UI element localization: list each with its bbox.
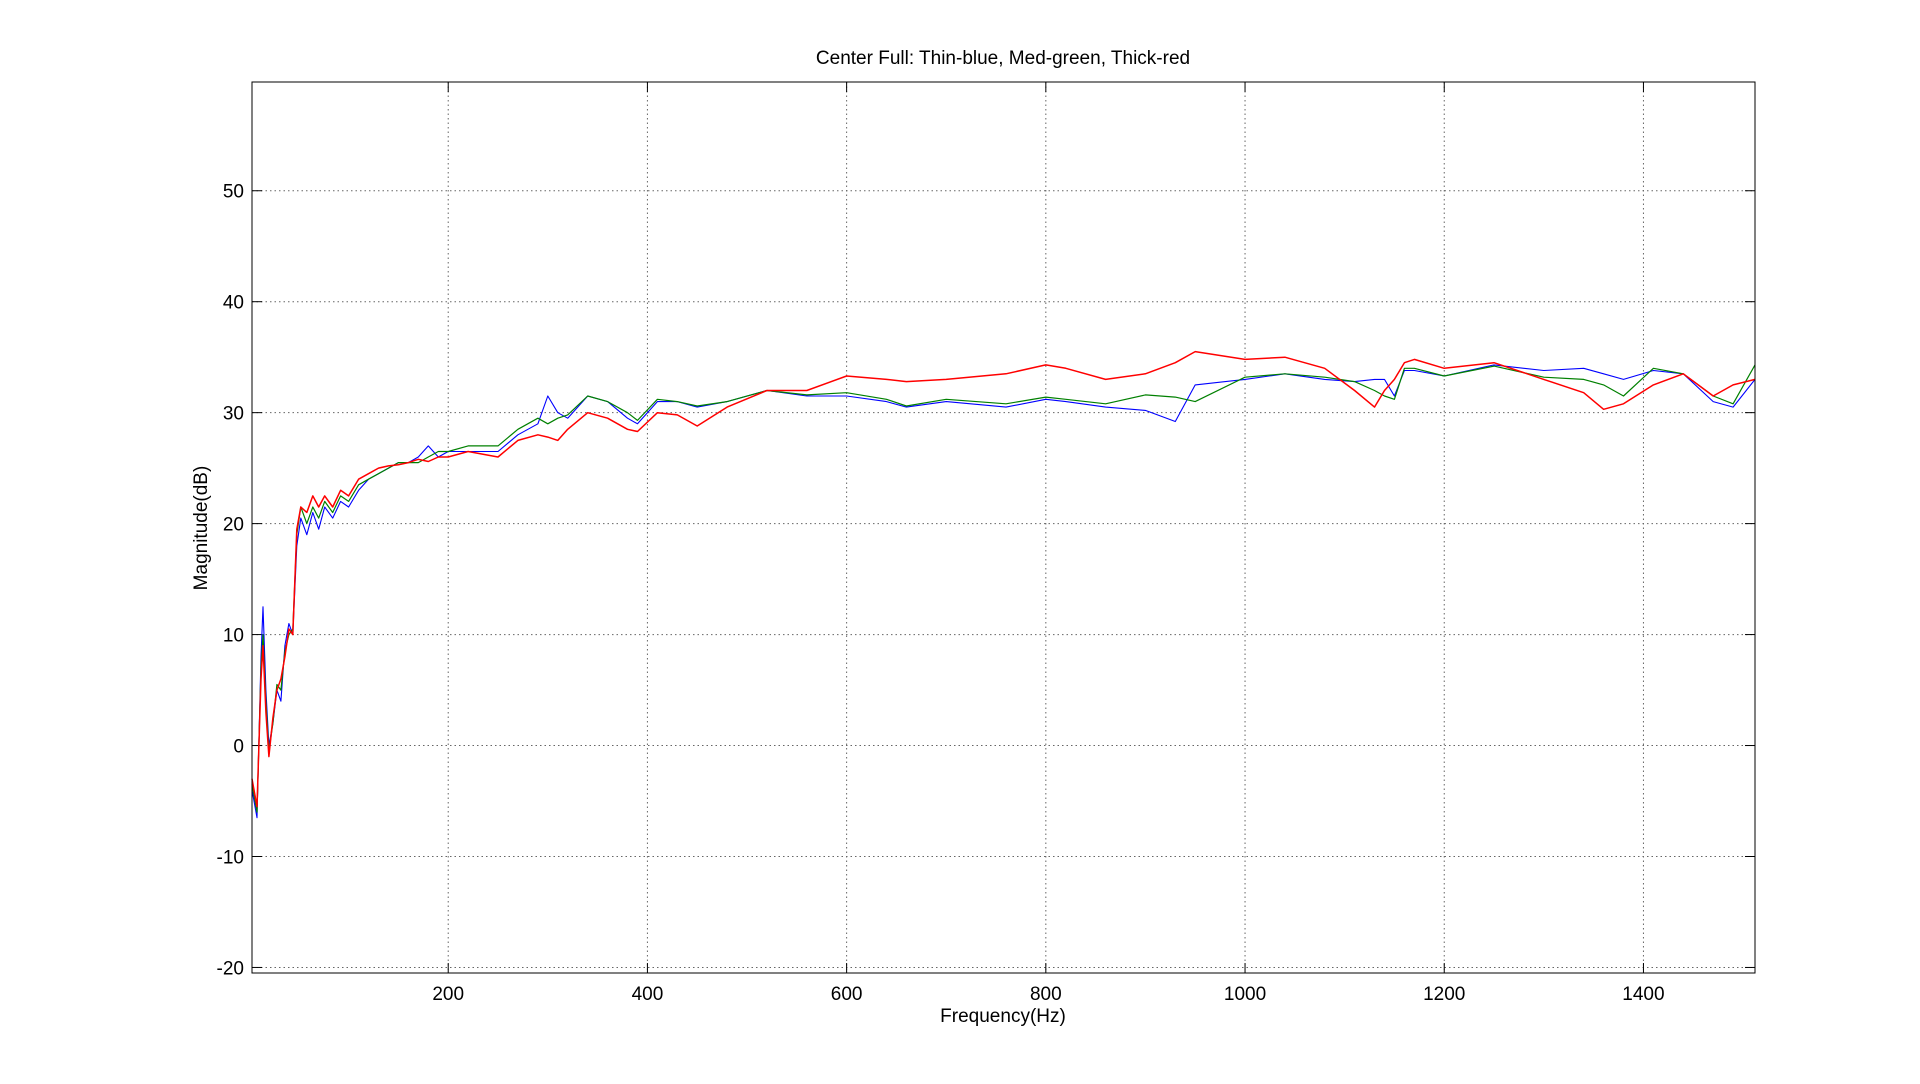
y-tick-label: 20 <box>223 515 244 536</box>
x-tick-label: 200 <box>432 984 464 1005</box>
y-axis-label: Magnitude(dB) <box>191 466 212 591</box>
x-tick-label: 1400 <box>1622 984 1664 1005</box>
x-tick-label: 1200 <box>1423 984 1465 1005</box>
chart-title: Center Full: Thin-blue, Med-green, Thick… <box>816 48 1190 69</box>
x-axis-label: Frequency(Hz) <box>940 1006 1066 1027</box>
x-tick-label: 1000 <box>1224 984 1266 1005</box>
x-tick-label: 600 <box>831 984 863 1005</box>
y-tick-label: 50 <box>223 182 244 203</box>
plot-frame <box>251 81 1756 974</box>
x-tick-label: 800 <box>1030 984 1062 1005</box>
x-tick-label: 400 <box>632 984 664 1005</box>
y-tick-label: -20 <box>217 958 244 979</box>
series-line <box>251 350 1756 808</box>
y-tick-label: -10 <box>217 847 244 868</box>
y-tick-label: 0 <box>233 737 244 758</box>
plot-area <box>252 82 1755 973</box>
y-tick-label: 40 <box>223 293 244 314</box>
y-tick-label: 10 <box>223 626 244 647</box>
y-tick-label: 30 <box>223 404 244 425</box>
